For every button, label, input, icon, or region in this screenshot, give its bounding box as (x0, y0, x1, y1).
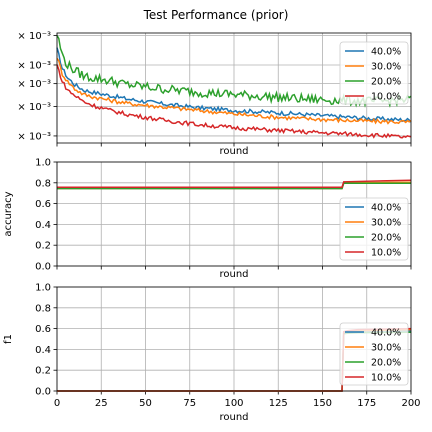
x-tick-label: 100 (224, 398, 243, 409)
legend: 40.0% 30.0% 20.0% 10.0% (339, 197, 409, 261)
y-tick-label: × 10⁻³ (17, 102, 51, 113)
y-tick-label: 0.6 (35, 324, 51, 335)
y-tick-label: 0.6 (35, 199, 51, 210)
legend-label: 40.0% (371, 328, 401, 339)
y-tick-label: 0.2 (35, 241, 51, 252)
legend-label: 40.0% (371, 203, 401, 214)
y-tick-label: 0.2 (35, 366, 51, 377)
legend-label: 20.0% (371, 358, 401, 369)
figure-title: Test Performance (prior) (143, 8, 289, 22)
series-line-40pct (56, 47, 412, 123)
x-axis-label: round (219, 412, 248, 423)
x-tick-label: 125 (269, 398, 288, 409)
x-tick-label: 25 (95, 398, 108, 409)
legend-label: 40.0% (371, 47, 401, 58)
axes-frame (56, 32, 412, 144)
legend: 40.0% 30.0% 20.0% 10.0% (339, 322, 409, 386)
series-line-10pct (56, 64, 412, 139)
legend-frame (339, 41, 409, 105)
y-tick-label: 0.8 (35, 303, 51, 314)
legend-label: 30.0% (371, 343, 401, 354)
y-axis-label: f1 (3, 334, 14, 344)
x-axis-label: round (219, 269, 248, 280)
series-line-10pct (57, 179, 412, 188)
y-tick-label: × 10⁻³ (17, 131, 51, 142)
axes-frame (56, 286, 412, 392)
y-tick-label: × 10⁻³ (17, 60, 51, 71)
x-tick-label: 200 (401, 398, 420, 409)
panel-accuracy: 0.0 0.2 0.4 0.6 0.8 1.0 round accuracy 40.0% 30.0… (3, 158, 412, 280)
x-tick-label: 150 (313, 398, 332, 409)
y-tick-label: 1.0 (35, 158, 51, 169)
y-tick-label: 0.8 (35, 178, 51, 189)
x-tick-label: 175 (357, 398, 376, 409)
y-tick-label: 0.4 (35, 345, 51, 356)
legend-label: 30.0% (371, 218, 401, 229)
x-tick-label: 0 (54, 398, 60, 409)
x-axis-label: round (219, 146, 248, 157)
y-tick-label: × 10⁻³ (17, 31, 51, 42)
legend-label: 10.0% (371, 373, 401, 384)
y-tick-label: 0.0 (35, 387, 51, 398)
legend-label: 20.0% (371, 77, 401, 88)
legend: 40.0% 30.0% 20.0% 10.0% (339, 41, 409, 105)
legend-label: 20.0% (371, 233, 401, 244)
axes-frame (56, 161, 412, 267)
legend-label: 10.0% (371, 248, 401, 259)
x-tick-label: 75 (183, 398, 196, 409)
y-tick-label: × 10⁻³ (17, 79, 51, 90)
panel-f1: 0.0 0.2 0.4 0.6 0.8 1.0 0 25 50 75 100 125 150 175 200… (3, 283, 421, 424)
legend-label: 10.0% (371, 92, 401, 103)
panels: × 10⁻³ × 10⁻³ × 10⁻³ × 10⁻³ × 10⁻³ round 40.0%… (3, 31, 421, 423)
y-tick-label: 0.4 (35, 220, 51, 231)
x-tick-label: 50 (139, 398, 152, 409)
series-line-30pct (56, 57, 412, 125)
legend-label: 30.0% (371, 62, 401, 73)
legend-frame (339, 322, 409, 386)
panel-loss: × 10⁻³ × 10⁻³ × 10⁻³ × 10⁻³ × 10⁻³ round 40.0%… (17, 31, 412, 157)
y-tick-label: 1.0 (35, 283, 51, 294)
y-tick-label: 0.0 (35, 262, 51, 273)
legend-frame (339, 197, 409, 261)
y-axis-label: accuracy (3, 191, 14, 236)
